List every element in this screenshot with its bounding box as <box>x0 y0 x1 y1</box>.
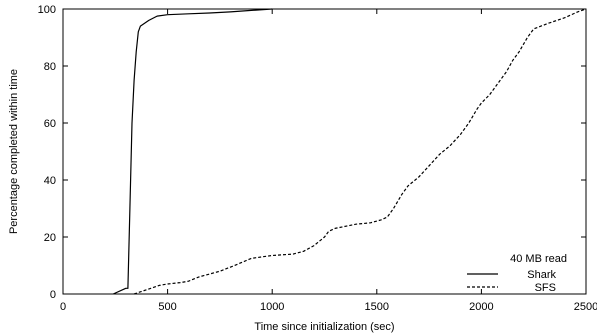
x-tick-label: 0 <box>60 301 66 313</box>
legend-label-sfs: SFS <box>535 282 556 294</box>
plot-frame <box>62 8 587 295</box>
y-tick-label: 60 <box>44 118 56 130</box>
y-tick-label: 80 <box>44 61 56 73</box>
x-tick-label: 1500 <box>365 301 389 313</box>
x-tick-label: 500 <box>158 301 176 313</box>
series-line-sfs <box>133 8 587 295</box>
y-tick-label: 20 <box>44 232 56 244</box>
axis-ticks: 0 500 1000 1500 2000 2500 0 20 40 60 80 100 <box>38 4 597 313</box>
y-tick-label: 100 <box>38 4 56 16</box>
x-tick-label: 1000 <box>260 301 284 313</box>
y-axis-title: Percentage completed within time <box>8 69 20 234</box>
legend-title: 40 MB read <box>510 253 567 265</box>
x-tick-label: 2000 <box>469 301 493 313</box>
x-tick-label: 2500 <box>574 301 597 313</box>
series-lines <box>112 8 587 295</box>
x-axis-title: Time since initialization (sec) <box>254 321 394 333</box>
series-line-shark <box>112 8 273 295</box>
legend: 40 MB read Shark SFS <box>467 253 567 294</box>
legend-label-shark: Shark <box>527 269 556 281</box>
y-tick-label: 0 <box>50 289 56 301</box>
y-tick-label: 40 <box>44 175 56 187</box>
